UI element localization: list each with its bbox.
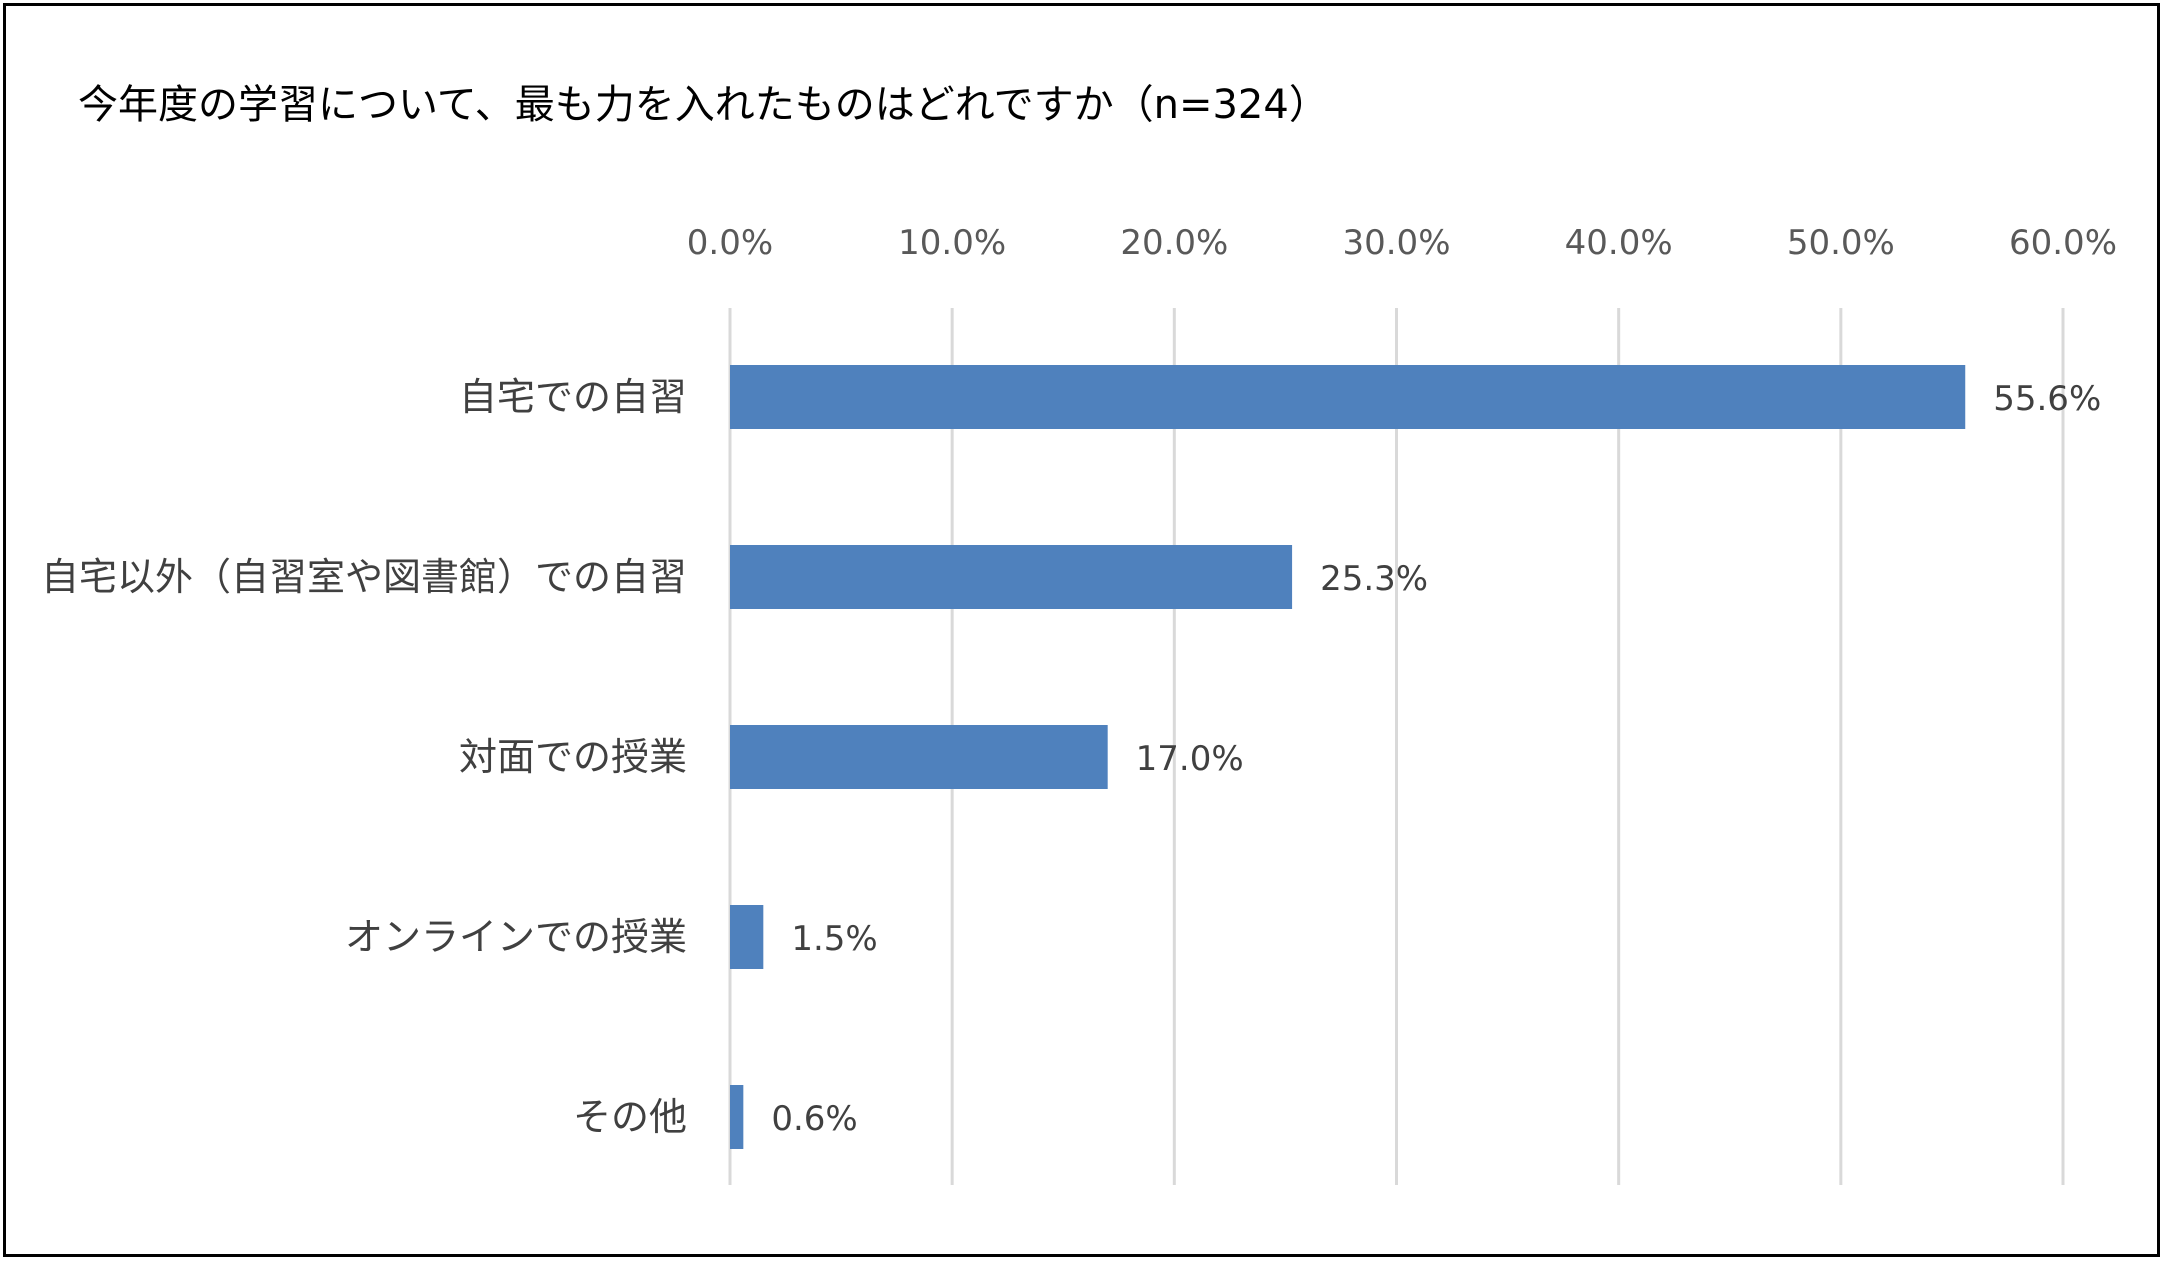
value-labels: 55.6% 25.3% 17.0% 1.5% 0.6%: [771, 379, 2101, 1139]
bar: [730, 725, 1108, 789]
x-tick-label: 50.0%: [1787, 223, 1895, 263]
data-label: 25.3%: [1320, 559, 1428, 599]
bar: [730, 905, 764, 969]
data-label: 0.6%: [771, 1099, 857, 1139]
bar: [730, 1085, 744, 1149]
category-label: オンラインでの授業: [345, 915, 687, 959]
x-tick-label: 40.0%: [1565, 223, 1673, 263]
category-label: 自宅以外（自習室や図書館）での自習: [41, 555, 687, 599]
bar: [730, 545, 1293, 609]
data-label: 1.5%: [791, 919, 877, 959]
x-tick-label: 0.0%: [687, 223, 773, 263]
category-label: その他: [573, 1095, 687, 1139]
category-labels: 自宅での自習自宅以外（自習室や図書館）での自習対面での授業オンラインでの授業その…: [41, 375, 687, 1139]
x-tick-label: 20.0%: [1120, 223, 1228, 263]
bar: [730, 365, 1966, 429]
data-label: 55.6%: [1993, 379, 2101, 419]
gridlines: [728, 308, 2065, 1185]
x-tick-label: 60.0%: [2009, 223, 2117, 263]
bars: [730, 365, 1966, 1149]
x-tick-label: 30.0%: [1342, 223, 1450, 263]
category-label: 自宅での自習: [459, 375, 687, 419]
x-axis-tick-labels: 0.0% 10.0% 20.0% 30.0% 40.0% 50.0% 60.0%: [687, 223, 2117, 263]
x-tick-label: 10.0%: [898, 223, 1006, 263]
category-label: 対面での授業: [459, 735, 687, 779]
data-label: 17.0%: [1136, 739, 1244, 779]
chart-title: 今年度の学習について、最も力を入れたものはどれですか（n=324）: [78, 82, 1329, 128]
chart-frame: [3, 3, 2160, 1257]
